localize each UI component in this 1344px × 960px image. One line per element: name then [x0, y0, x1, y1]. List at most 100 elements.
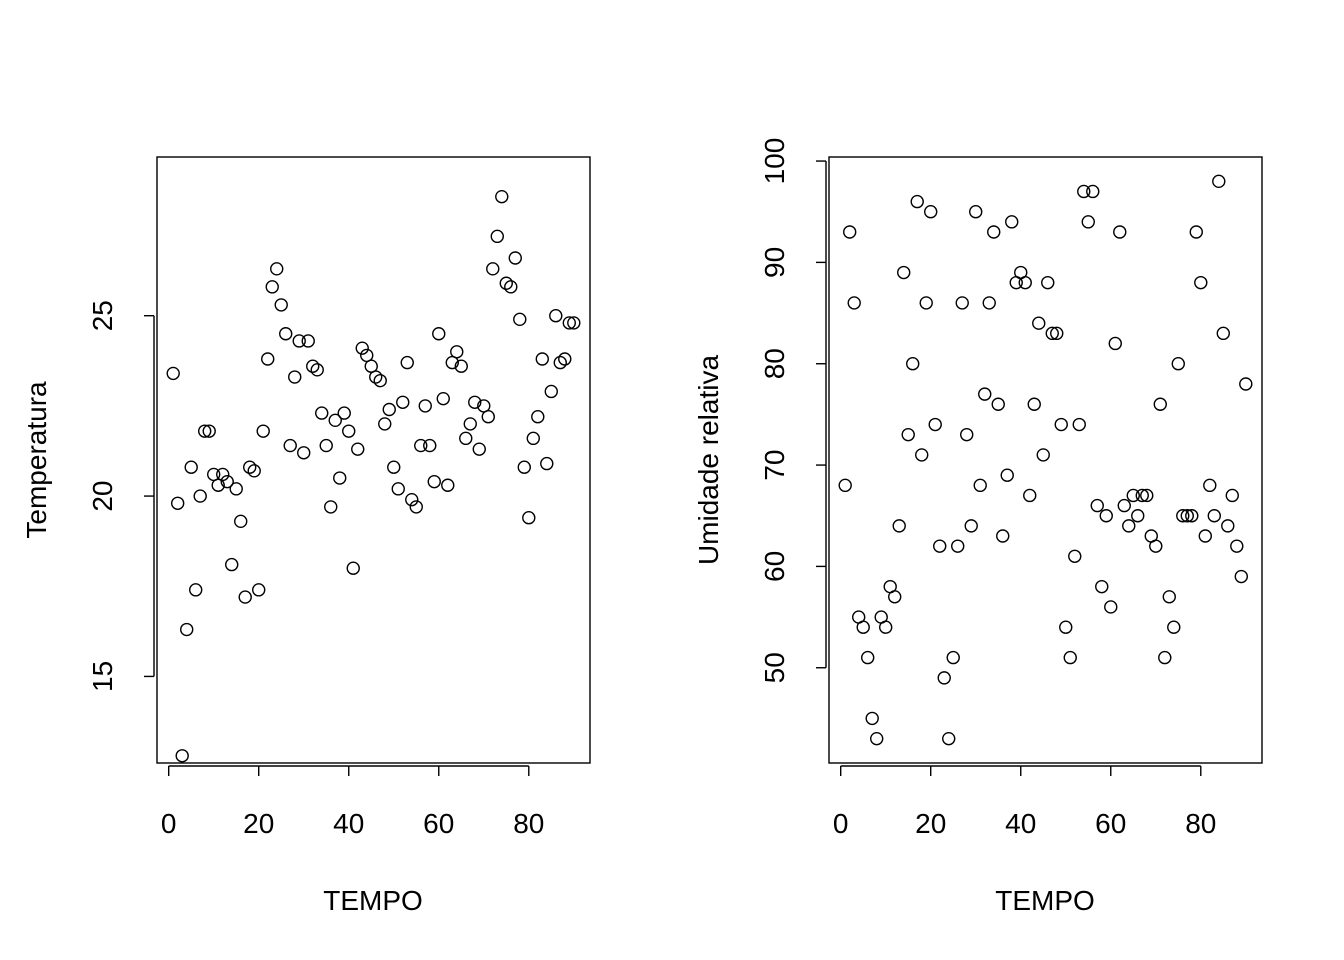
data-point-temperatura [225, 557, 239, 572]
data-point-temperatura [508, 251, 522, 265]
data-point-temperatura [567, 316, 581, 330]
data-point-temperatura [279, 327, 293, 341]
data-point-umidade [937, 671, 951, 685]
data-point-umidade [1086, 184, 1100, 199]
data-point-temperatura [238, 590, 252, 604]
data-point-temperatura [522, 511, 536, 525]
data-point-umidade [1099, 509, 1113, 523]
data-point-umidade [1027, 397, 1041, 411]
data-point-temperatura [166, 366, 180, 381]
x-tick-label: 20 [243, 808, 274, 839]
data-point-temperatura [396, 395, 410, 409]
data-point-umidade [996, 529, 1010, 543]
data-point-umidade [960, 427, 974, 442]
data-point-temperatura [553, 355, 567, 370]
data-point-umidade [915, 448, 929, 462]
data-point-umidade [1140, 488, 1154, 503]
y-tick-label: 70 [759, 449, 790, 480]
data-point-temperatura [265, 280, 279, 294]
data-point-temperatura [441, 478, 455, 492]
data-point-temperatura [486, 262, 500, 276]
data-point-umidade [1203, 478, 1217, 493]
data-point-umidade [1081, 215, 1095, 229]
data-point-temperatura [306, 359, 320, 373]
data-point-umidade [1221, 519, 1235, 533]
data-point-temperatura [468, 395, 482, 409]
data-point-temperatura [355, 341, 369, 355]
data-point-umidade [906, 357, 920, 371]
data-point-umidade [838, 478, 852, 493]
y-tick-label: 60 [759, 551, 790, 582]
data-point-umidade [1045, 326, 1059, 341]
data-point-temperatura [495, 189, 509, 204]
data-point-umidade [1090, 498, 1104, 513]
data-point-temperatura [436, 391, 450, 406]
data-point-temperatura [283, 438, 297, 453]
data-point-umidade [1036, 448, 1050, 462]
data-point-temperatura [472, 442, 486, 456]
points-umidade [838, 174, 1253, 746]
data-point-temperatura [270, 262, 284, 276]
data-point-temperatura [202, 424, 216, 438]
data-point-temperatura [346, 561, 360, 575]
data-point-umidade [1063, 650, 1077, 665]
y-tick-label: 15 [87, 661, 118, 692]
data-point-umidade [1189, 225, 1203, 239]
panel-temperatura: 0 20 40 60 80 15 20 25 TEMPO Temperatura [21, 156, 591, 916]
data-point-temperatura [526, 431, 540, 446]
data-point-umidade [951, 539, 965, 553]
y-tick-label: 90 [759, 247, 790, 278]
data-point-umidade [1158, 650, 1172, 665]
data-point-temperatura [409, 500, 423, 514]
data-point-umidade [870, 731, 884, 746]
data-point-temperatura [450, 345, 464, 359]
plot-frame-temperatura [156, 156, 591, 764]
data-point-umidade [1032, 316, 1046, 330]
data-point-umidade [1212, 174, 1226, 189]
data-point-umidade [1018, 275, 1032, 290]
data-point-umidade [865, 711, 879, 726]
data-point-umidade [1077, 184, 1091, 199]
data-point-temperatura [517, 460, 531, 474]
data-point-umidade [946, 650, 960, 665]
data-point-temperatura [418, 399, 432, 413]
x-tick-label: 0 [161, 808, 177, 839]
data-point-temperatura [256, 424, 270, 438]
data-point-temperatura [328, 413, 342, 428]
x-axis-umidade: 0 20 40 60 80 [833, 765, 1216, 839]
y-tick-label: 20 [87, 480, 118, 511]
data-point-umidade [1239, 377, 1253, 391]
data-point-temperatura [310, 363, 324, 377]
data-point-umidade [1023, 488, 1037, 503]
data-point-umidade [1126, 488, 1140, 503]
data-point-umidade [1054, 417, 1068, 432]
x-axis-label-umidade: TEMPO [995, 885, 1095, 916]
x-tick-label: 20 [915, 808, 946, 839]
data-point-temperatura [261, 352, 275, 366]
data-point-umidade [969, 205, 983, 219]
y-axis-label-temperatura: Temperatura [21, 381, 52, 539]
data-point-umidade [892, 519, 906, 533]
data-point-temperatura [193, 489, 207, 503]
data-point-umidade [897, 265, 911, 280]
data-point-temperatura [184, 460, 198, 474]
data-point-temperatura [504, 280, 518, 294]
data-point-umidade [1135, 488, 1149, 503]
points-temperatura [166, 189, 581, 763]
data-point-umidade [1162, 590, 1176, 604]
data-point-temperatura [558, 352, 572, 366]
data-point-umidade [1185, 509, 1199, 523]
plot-frame-umidade [828, 156, 1263, 764]
data-point-umidade [1149, 539, 1163, 553]
data-point-temperatura [463, 417, 477, 431]
data-point-temperatura [324, 500, 338, 514]
data-point-umidade [1104, 600, 1118, 614]
y-axis-temperatura: 15 20 25 [87, 300, 155, 692]
y-tick-label: 25 [87, 300, 118, 331]
y-tick-label: 50 [759, 652, 790, 683]
data-point-umidade [1207, 509, 1221, 523]
data-point-temperatura [490, 229, 504, 244]
y-axis-umidade: 50 60 70 80 90 100 [759, 138, 827, 683]
data-point-umidade [1000, 468, 1014, 482]
data-point-umidade [1117, 498, 1131, 513]
